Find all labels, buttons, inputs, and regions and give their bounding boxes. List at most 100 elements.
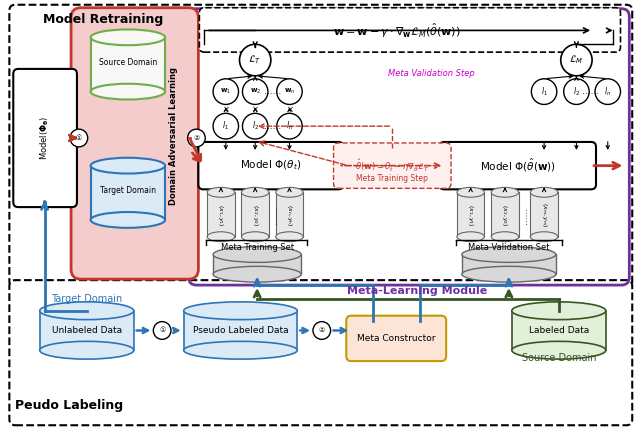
Text: ......: ...... xyxy=(264,122,282,131)
Text: Labeled Data: Labeled Data xyxy=(529,326,589,335)
Text: $\times$: $\times$ xyxy=(251,104,259,114)
Ellipse shape xyxy=(276,187,303,197)
Text: $l_2$: $l_2$ xyxy=(252,120,259,132)
Ellipse shape xyxy=(491,232,518,242)
Text: Target Domain: Target Domain xyxy=(51,294,122,304)
FancyBboxPatch shape xyxy=(346,316,446,361)
Text: Meta-Learning Module: Meta-Learning Module xyxy=(347,286,487,296)
Text: $(x_1,y_1)$: $(x_1,y_1)$ xyxy=(466,204,475,226)
Text: $\times$: $\times$ xyxy=(286,104,293,114)
Circle shape xyxy=(153,322,171,339)
Text: Meta Validation Step: Meta Validation Step xyxy=(388,69,475,78)
Text: Meta Validation Set: Meta Validation Set xyxy=(468,243,550,252)
Circle shape xyxy=(277,79,302,104)
Text: $(x_m,y_m)$: $(x_m,y_m)$ xyxy=(539,202,549,228)
Circle shape xyxy=(563,79,589,104)
Text: Model $\Phi(\theta_t)$: Model $\Phi(\theta_t)$ xyxy=(240,159,301,172)
Ellipse shape xyxy=(207,187,235,197)
Bar xyxy=(184,311,297,350)
Circle shape xyxy=(561,44,592,76)
Bar xyxy=(512,311,606,350)
Circle shape xyxy=(531,79,557,104)
Text: $\mathbf{w}_2$: $\mathbf{w}_2$ xyxy=(249,87,261,96)
Ellipse shape xyxy=(512,302,606,319)
Circle shape xyxy=(313,322,331,339)
FancyBboxPatch shape xyxy=(333,143,451,188)
Text: $\mathbf{w} = \mathbf{w} - \gamma \cdot \nabla_\mathbf{w}\mathcal{L}_M(\hat{\the: $\mathbf{w} = \mathbf{w} - \gamma \cdot … xyxy=(333,21,461,40)
Ellipse shape xyxy=(462,246,556,262)
Text: $\mathbf{w}_1$: $\mathbf{w}_1$ xyxy=(220,87,232,96)
Ellipse shape xyxy=(91,158,165,174)
Text: Source Domain: Source Domain xyxy=(99,58,157,67)
FancyBboxPatch shape xyxy=(439,142,596,189)
Text: Target Domain: Target Domain xyxy=(100,186,156,195)
Ellipse shape xyxy=(207,232,235,242)
FancyBboxPatch shape xyxy=(198,142,343,189)
Ellipse shape xyxy=(213,266,301,282)
Circle shape xyxy=(213,114,238,139)
Ellipse shape xyxy=(242,232,269,242)
Text: $(x_2,y_2)$: $(x_2,y_2)$ xyxy=(501,204,509,226)
Text: $\mathcal{L}_M$: $\mathcal{L}_M$ xyxy=(569,54,584,66)
Text: $(x_n,y_n)$: $(x_n,y_n)$ xyxy=(285,204,294,226)
Ellipse shape xyxy=(184,341,297,359)
Text: ②: ② xyxy=(193,135,200,141)
Text: Meta Training Step: Meta Training Step xyxy=(356,174,428,183)
Ellipse shape xyxy=(512,341,606,359)
Ellipse shape xyxy=(91,29,165,45)
Circle shape xyxy=(277,114,302,139)
Bar xyxy=(213,255,301,274)
Text: $l_1$: $l_1$ xyxy=(541,86,548,98)
Ellipse shape xyxy=(491,187,518,197)
FancyBboxPatch shape xyxy=(13,69,77,207)
Bar xyxy=(242,192,269,237)
Text: $l_1$: $l_1$ xyxy=(223,120,230,132)
Text: $(x_2,y_2)$: $(x_2,y_2)$ xyxy=(251,204,259,226)
Ellipse shape xyxy=(242,187,269,197)
Text: $l_n$: $l_n$ xyxy=(604,86,611,98)
Text: Model Retraining: Model Retraining xyxy=(43,13,163,26)
Bar xyxy=(491,192,518,237)
Text: ......: ...... xyxy=(270,206,279,224)
Text: ......: ...... xyxy=(520,206,529,224)
Text: ②: ② xyxy=(319,328,325,334)
Bar xyxy=(39,311,134,350)
Bar xyxy=(457,192,485,237)
Circle shape xyxy=(188,129,205,147)
Ellipse shape xyxy=(91,212,165,228)
Ellipse shape xyxy=(530,187,558,197)
FancyBboxPatch shape xyxy=(10,280,632,425)
Ellipse shape xyxy=(39,302,134,319)
FancyBboxPatch shape xyxy=(10,5,632,287)
FancyBboxPatch shape xyxy=(71,8,198,279)
Circle shape xyxy=(595,79,621,104)
FancyBboxPatch shape xyxy=(199,8,621,52)
Text: Model($\mathbf{\Phi_\theta}$): Model($\mathbf{\Phi_\theta}$) xyxy=(38,116,51,160)
Ellipse shape xyxy=(39,341,134,359)
Text: ①: ① xyxy=(76,135,82,141)
Bar xyxy=(91,37,165,92)
Bar xyxy=(462,255,556,274)
Ellipse shape xyxy=(184,302,297,319)
Bar xyxy=(530,192,558,237)
Text: Pseudo Labeled Data: Pseudo Labeled Data xyxy=(193,326,288,335)
Ellipse shape xyxy=(530,232,558,242)
Text: Source Domain: Source Domain xyxy=(522,353,596,363)
Text: ......: ...... xyxy=(264,87,282,96)
Bar xyxy=(207,192,235,237)
Circle shape xyxy=(213,79,238,104)
Text: Model $\Phi(\hat{\theta}(\mathbf{w}))$: Model $\Phi(\hat{\theta}(\mathbf{w}))$ xyxy=(480,157,556,174)
Ellipse shape xyxy=(91,84,165,99)
Ellipse shape xyxy=(276,232,303,242)
Text: $\mathcal{L}_T$: $\mathcal{L}_T$ xyxy=(249,54,262,66)
Text: Meta Training Set: Meta Training Set xyxy=(221,243,294,252)
Text: Domain Adversarial Learning: Domain Adversarial Learning xyxy=(169,67,178,205)
Text: $(x_1,y_1)$: $(x_1,y_1)$ xyxy=(216,204,225,226)
Text: $\times$: $\times$ xyxy=(222,104,230,114)
Text: $l_2$: $l_2$ xyxy=(573,86,580,98)
Ellipse shape xyxy=(457,232,485,242)
Text: $\mathbf{w}_n$: $\mathbf{w}_n$ xyxy=(284,87,295,96)
Circle shape xyxy=(70,129,88,147)
Text: ......: ...... xyxy=(581,87,598,96)
Ellipse shape xyxy=(457,187,485,197)
